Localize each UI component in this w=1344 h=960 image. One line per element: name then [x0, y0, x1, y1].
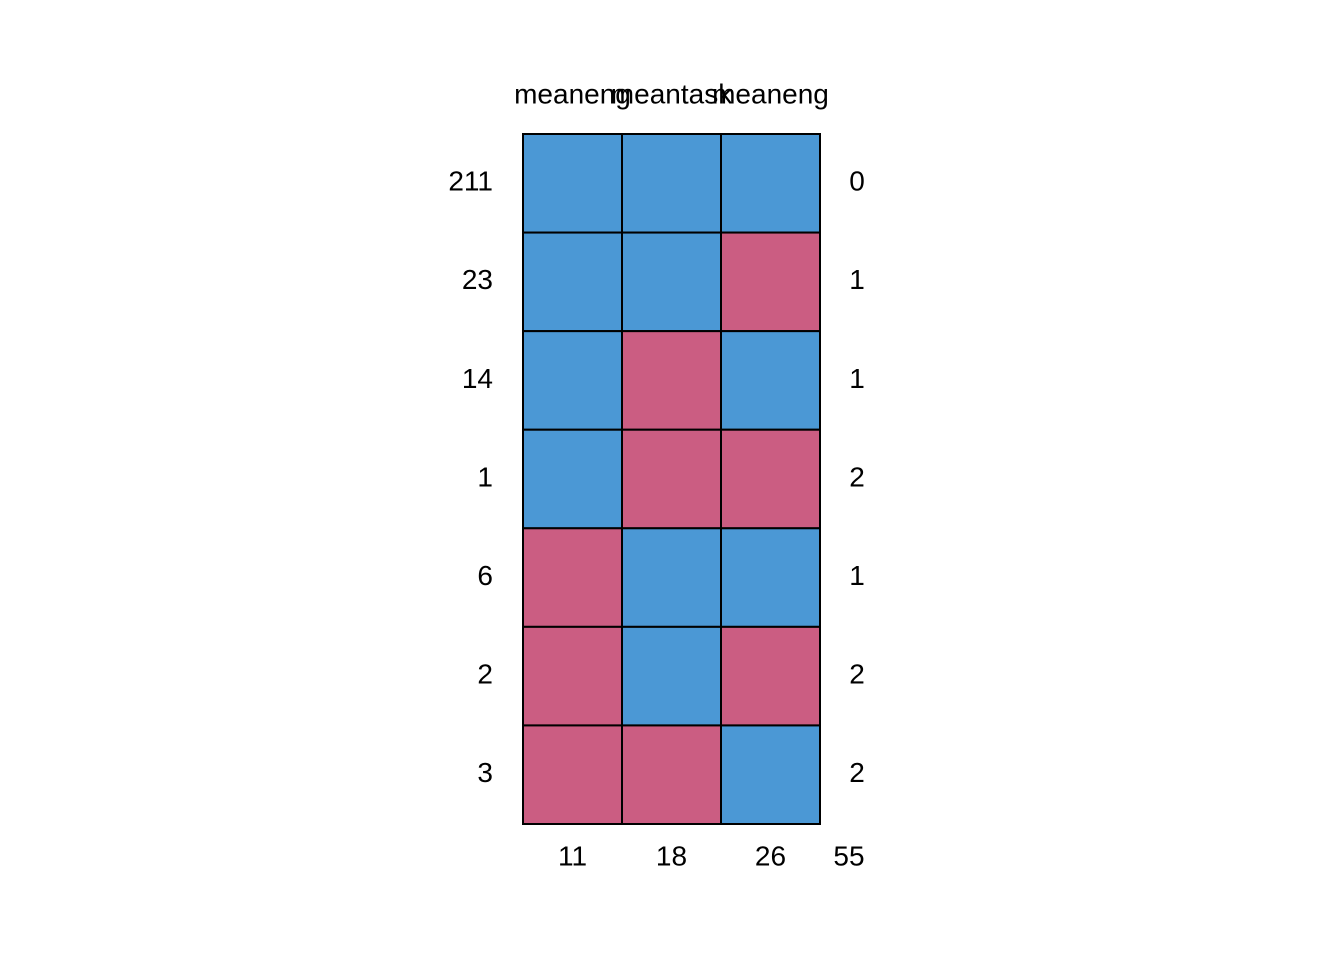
row-missing: 1 — [849, 264, 865, 295]
pattern-cell — [522, 724, 623, 826]
pattern-cell — [522, 527, 623, 628]
pattern-cell — [621, 428, 722, 530]
column-label: meantask — [611, 78, 733, 109]
row-missing: 2 — [849, 659, 865, 690]
pattern-cell — [522, 231, 623, 333]
row-count: 23 — [462, 264, 493, 295]
pattern-cell — [621, 625, 722, 727]
column-missing: 26 — [755, 840, 786, 871]
row-missing: 2 — [849, 461, 865, 492]
pattern-cell — [522, 428, 623, 530]
pattern-cell — [720, 428, 821, 530]
row-count: 14 — [462, 363, 493, 394]
row-missing: 1 — [849, 560, 865, 591]
column-label: meaneng — [514, 78, 631, 109]
pattern-cell — [621, 231, 722, 333]
row-count: 2 — [477, 659, 493, 690]
row-count: 3 — [477, 757, 493, 788]
pattern-cell — [621, 330, 722, 431]
row-count: 211 — [448, 166, 493, 197]
pattern-cell — [720, 724, 821, 826]
pattern-cell — [720, 231, 821, 333]
pattern-cell — [621, 527, 722, 628]
row-missing: 2 — [849, 757, 865, 788]
pattern-cell — [621, 133, 722, 234]
row-count: 6 — [477, 560, 493, 591]
row-missing: 1 — [849, 363, 865, 394]
total-missing: 55 — [833, 840, 864, 871]
pattern-cell — [522, 625, 623, 727]
row-count: 1 — [477, 461, 493, 492]
pattern-cell — [720, 625, 821, 727]
pattern-cell — [720, 527, 821, 628]
pattern-cell — [522, 330, 623, 431]
row-missing: 0 — [849, 166, 865, 197]
column-missing: 11 — [558, 840, 587, 871]
column-label: meaneng — [712, 78, 829, 109]
pattern-cell — [720, 330, 821, 431]
pattern-cell — [621, 724, 722, 826]
pattern-cell — [720, 133, 821, 234]
column-missing: 18 — [656, 840, 687, 871]
pattern-cell — [522, 133, 623, 234]
